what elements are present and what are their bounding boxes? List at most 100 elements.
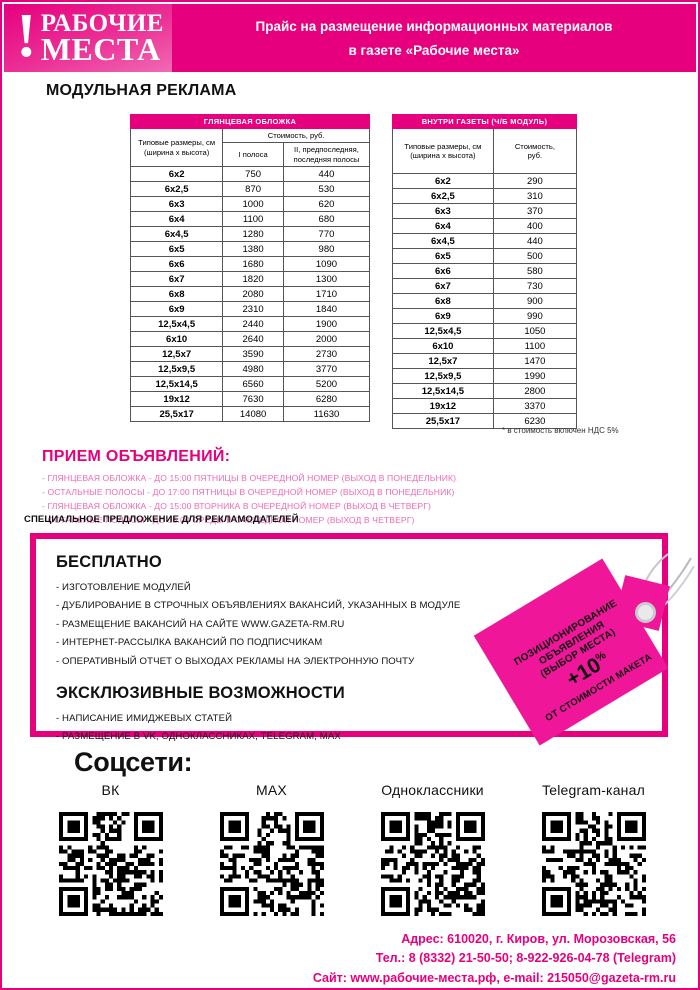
exclusive-items-list: - НАПИСАНИЕ ИМИДЖЕВЫХ СТАТЕЙ - РАЗМЕЩЕНИЕ… xyxy=(56,710,662,747)
cell-size: 19х12 xyxy=(129,391,224,408)
table-row: 6х4,5 440 xyxy=(392,233,578,249)
glossy-size-header-l2: (ширина х высота) xyxy=(143,147,210,157)
cell-size: 25,5х17 xyxy=(392,413,494,429)
qr-code-icon[interactable] xyxy=(58,812,163,921)
cell-price: 1990 xyxy=(492,368,578,384)
cell-price-1: 3590 xyxy=(222,346,284,363)
cell-price: 6230 xyxy=(492,413,578,429)
cell-price-2: 2000 xyxy=(282,331,371,348)
inside-size-header-l1: Типовые размеры, см xyxy=(404,141,482,151)
qr-code-icon[interactable] xyxy=(380,812,485,921)
glossy-table-body: ГЛЯНЦЕВАЯ ОБЛОЖКА Типовые размеры, см (ш… xyxy=(129,114,371,423)
social-item-3[interactable]: Одноклассники xyxy=(352,782,513,921)
cell-price-2: 2730 xyxy=(282,346,371,363)
cell-size: 6х6 xyxy=(129,256,224,273)
cell-size: 6х4,5 xyxy=(392,233,494,249)
cell-price-1: 750 xyxy=(222,166,284,183)
cell-price-1: 1820 xyxy=(222,271,284,288)
table-row: 6х4 1100 680 xyxy=(129,211,371,228)
cell-size: 12,5х4,5 xyxy=(392,323,494,339)
inside-table-body: ВНУТРИ ГАЗЕТЫ (Ч/Б МОДУЛЬ) Типовые разме… xyxy=(392,114,578,429)
cell-price-1: 1680 xyxy=(222,256,284,273)
exclusive-title: ЭКСКЛЮЗИВНЫЕ ВОЗМОЖНОСТИ xyxy=(56,684,345,703)
cell-price-2: 11630 xyxy=(282,406,371,423)
cell-price: 440 xyxy=(492,233,578,249)
table-row: 6х2 290 xyxy=(392,173,578,189)
qr-code-icon[interactable] xyxy=(219,812,324,921)
cell-price: 310 xyxy=(492,188,578,204)
acceptance-item: - ОСТАЛЬНЫЕ ПОЛОСЫ - ДО 15:00 СРЕДЫ В ОЧ… xyxy=(42,514,415,525)
cell-price-1: 2080 xyxy=(222,286,284,303)
cell-size: 6х10 xyxy=(392,338,494,354)
cell-size: 12,5х14,5 xyxy=(129,376,224,393)
table-row: 6х5 1380 980 xyxy=(129,241,371,258)
acceptance-list: - ГЛЯНЦЕВАЯ ОБЛОЖКА - ДО 15:00 ПЯТНИЦЫ В… xyxy=(42,472,456,528)
cell-price-2: 6280 xyxy=(282,391,371,408)
table-row: 12,5х4,5 1050 xyxy=(392,323,578,339)
cell-size: 6х8 xyxy=(129,286,224,303)
cell-price-1: 2640 xyxy=(222,331,284,348)
glossy-price2-header-l1: II, предпоследняя, xyxy=(294,145,359,155)
social-item-2[interactable]: MAX xyxy=(191,782,352,921)
table-row: 6х3 1000 620 xyxy=(129,196,371,213)
social-item-4[interactable]: Telegram-канал xyxy=(513,782,674,921)
social-label: MAX xyxy=(256,782,287,798)
cell-size: 6х2,5 xyxy=(129,181,224,198)
table-row: 6х2 750 440 xyxy=(129,166,371,183)
cell-price-1: 1100 xyxy=(222,211,284,228)
exclamation-mark-icon: ! xyxy=(16,2,37,70)
footer-site-email: Сайт: www.рабочие-места.рф, e-mail: 2150… xyxy=(312,970,676,985)
cell-price-1: 1380 xyxy=(222,241,284,258)
cell-size: 12,5х7 xyxy=(129,346,224,363)
cell-size: 6х6 xyxy=(392,263,494,279)
cell-size: 6х9 xyxy=(392,308,494,324)
cell-price: 370 xyxy=(492,203,578,219)
cell-price-2: 1900 xyxy=(282,316,371,333)
qr-code-icon[interactable] xyxy=(541,812,646,921)
table-row: 25,5х17 6230 xyxy=(392,413,578,429)
cell-price-1: 2310 xyxy=(222,301,284,318)
table-row: 6х10 1100 xyxy=(392,338,578,354)
footer-contacts: Адрес: 610020, г. Киров, ул. Морозовская… xyxy=(116,930,676,988)
cell-price-2: 680 xyxy=(282,211,371,228)
cell-price: 900 xyxy=(492,293,578,309)
table-row: 6х2,5 870 530 xyxy=(129,181,371,198)
cell-price: 3370 xyxy=(492,398,578,414)
inside-size-header: Типовые размеры, см (ширина х высота) xyxy=(392,128,494,174)
acceptance-item: - ГЛЯНЦЕВАЯ ОБЛОЖКА - ДО 15:00 ПЯТНИЦЫ В… xyxy=(42,473,457,483)
table-row: 6х5 500 xyxy=(392,248,578,264)
inside-caption-row: ВНУТРИ ГАЗЕТЫ (Ч/Б МОДУЛЬ) xyxy=(392,114,577,129)
cell-price-2: 1840 xyxy=(282,301,371,318)
inside-price-header: Стоимость, руб. xyxy=(492,128,578,174)
tag-hole-icon xyxy=(635,602,656,623)
glossy-caption-row: ГЛЯНЦЕВАЯ ОБЛОЖКА xyxy=(130,114,370,129)
cell-price: 400 xyxy=(492,218,578,234)
cell-price: 990 xyxy=(492,308,578,324)
cell-size: 6х3 xyxy=(392,203,494,219)
logo-line-1: РАБОЧИЕ xyxy=(40,9,164,37)
cell-size: 6х2 xyxy=(129,166,224,183)
cell-size: 6х7 xyxy=(129,271,224,288)
header-title-line-1: Прайс на размещение информационных матер… xyxy=(255,18,613,34)
cell-price-2: 1300 xyxy=(282,271,371,288)
cell-size: 6х9 xyxy=(129,301,224,318)
free-title: БЕСПЛАТНО xyxy=(56,553,162,571)
special-offer-label: СПЕЦИАЛЬНОЕ ПРЕДЛОЖЕНИЕ ДЛЯ РЕКЛАМОДАТЕЛ… xyxy=(24,514,299,525)
table-row: 6х6 1680 1090 xyxy=(129,256,371,273)
table-row: 12,5х14,5 2800 xyxy=(392,383,578,399)
social-item-1[interactable]: ВК xyxy=(30,782,191,921)
cell-size: 6х3 xyxy=(129,196,224,213)
table-row: 6х7 1820 1300 xyxy=(129,271,371,288)
glossy-header-row-2: I полоса II, предпоследняя, последняя по… xyxy=(131,142,371,168)
table-row: 6х8 900 xyxy=(392,293,578,309)
acceptance-item: - ГЛЯНЦЕВАЯ ОБЛОЖКА - ДО 15:00 ВТОРНИКА … xyxy=(42,500,431,511)
offer-free-item: - ИНТЕРНЕТ-РАССЫЛКА ВАКАНСИЙ ПО ПОДПИСЧИ… xyxy=(56,637,323,649)
glossy-size-header: Типовые размеры, см (ширина х высота) xyxy=(129,127,224,168)
table-row: 12,5х7 3590 2730 xyxy=(129,346,371,363)
cell-price-2: 5200 xyxy=(282,376,371,393)
price-table-inside-newspaper: ВНУТРИ ГАЗЕТЫ (Ч/Б МОДУЛЬ) Типовые разме… xyxy=(392,114,578,429)
cell-price-2: 770 xyxy=(282,226,371,243)
header-title-line-2: в газете «Рабочие места» xyxy=(348,42,520,58)
cell-size: 6х5 xyxy=(392,248,494,264)
cell-size: 12,5х9,5 xyxy=(129,361,224,378)
